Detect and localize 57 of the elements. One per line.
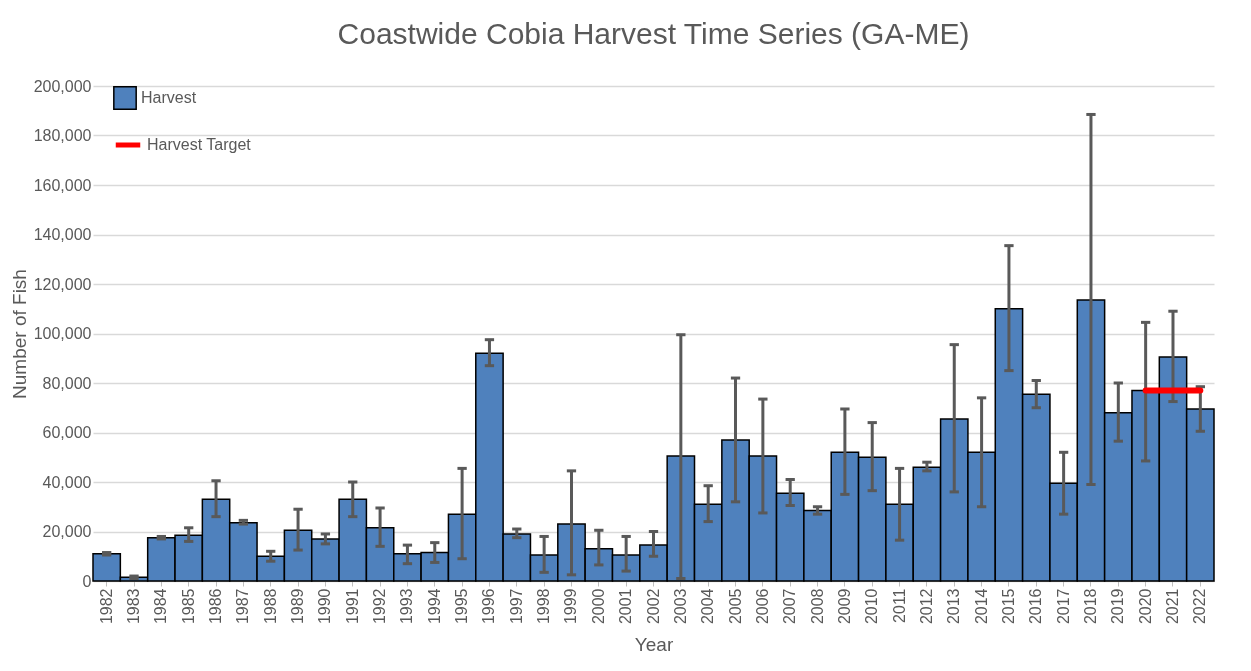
x-tick-label: 2010 xyxy=(863,588,881,625)
legend-label: Harvest Target xyxy=(147,136,252,153)
y-tick-label: 60,000 xyxy=(42,424,92,441)
y-axis-title: Number of Fish xyxy=(8,269,30,399)
x-tick-label: 2002 xyxy=(644,588,662,625)
x-tick-label: 2017 xyxy=(1054,588,1072,625)
x-tick-label: 2019 xyxy=(1109,588,1127,625)
x-tick-label: 2001 xyxy=(617,588,635,625)
x-tick-label: 2022 xyxy=(1191,588,1209,625)
x-tick-label: 1995 xyxy=(453,588,471,625)
x-tick-label: 2015 xyxy=(999,588,1017,625)
x-tick-label: 2013 xyxy=(945,588,963,625)
y-tick-label: 140,000 xyxy=(33,226,92,243)
x-tick-label: 1999 xyxy=(562,588,580,625)
x-tick-label: 1985 xyxy=(179,588,197,625)
x-tick-label: 2007 xyxy=(781,588,799,625)
x-tick-label: 1983 xyxy=(125,588,143,625)
y-tick-label: 120,000 xyxy=(33,275,92,293)
y-tick-label: 160,000 xyxy=(33,176,92,194)
x-tick-label: 2020 xyxy=(1136,588,1154,625)
y-tick-label: 80,000 xyxy=(42,374,92,392)
x-tick-label: 2014 xyxy=(972,588,990,625)
x-tick-label: 1993 xyxy=(398,588,416,625)
x-tick-label: 2009 xyxy=(835,588,853,625)
x-axis-title: Year xyxy=(634,634,674,656)
y-tick-label: 0 xyxy=(82,572,92,590)
y-tick-label: 200,000 xyxy=(33,77,92,95)
x-tick-label: 2011 xyxy=(890,588,908,623)
y-tick-label: 40,000 xyxy=(42,473,92,491)
x-tick-label: 1982 xyxy=(97,588,115,625)
y-tick-label: 20,000 xyxy=(42,523,92,540)
y-tick-label: 100,000 xyxy=(33,325,92,342)
x-tick-label: 2004 xyxy=(699,588,717,625)
chart-title: Coastwide Cobia Harvest Time Series (GA-ME) xyxy=(337,17,970,50)
x-tick-label: 1984 xyxy=(152,588,170,625)
x-tick-label: 2018 xyxy=(1081,588,1099,625)
x-tick-label: 1996 xyxy=(480,588,498,625)
legend-label: Harvest xyxy=(141,89,197,106)
x-tick-label: 2006 xyxy=(753,588,771,625)
x-tick-label: 1991 xyxy=(343,588,361,625)
x-tick-label: 1994 xyxy=(425,588,443,625)
x-tick-label: 2008 xyxy=(808,588,826,625)
x-tick-label: 1990 xyxy=(316,588,334,625)
x-tick-label: 1987 xyxy=(234,588,252,625)
x-tick-label: 1986 xyxy=(207,588,225,625)
x-tick-label: 1989 xyxy=(289,588,307,625)
x-tick-label: 2016 xyxy=(1027,588,1045,625)
x-tick-label: 2005 xyxy=(726,588,744,625)
y-tick-label: 180,000 xyxy=(33,127,92,144)
x-tick-label: 2021 xyxy=(1163,588,1181,625)
x-tick-label: 1992 xyxy=(371,588,389,625)
x-tick-label: 1988 xyxy=(261,588,279,625)
x-tick-label: 2000 xyxy=(589,588,607,625)
x-tick-label: 2012 xyxy=(917,588,935,625)
x-tick-label: 1997 xyxy=(507,588,525,625)
x-tick-label: 2003 xyxy=(671,588,689,625)
x-tick-label: 1998 xyxy=(535,588,553,625)
